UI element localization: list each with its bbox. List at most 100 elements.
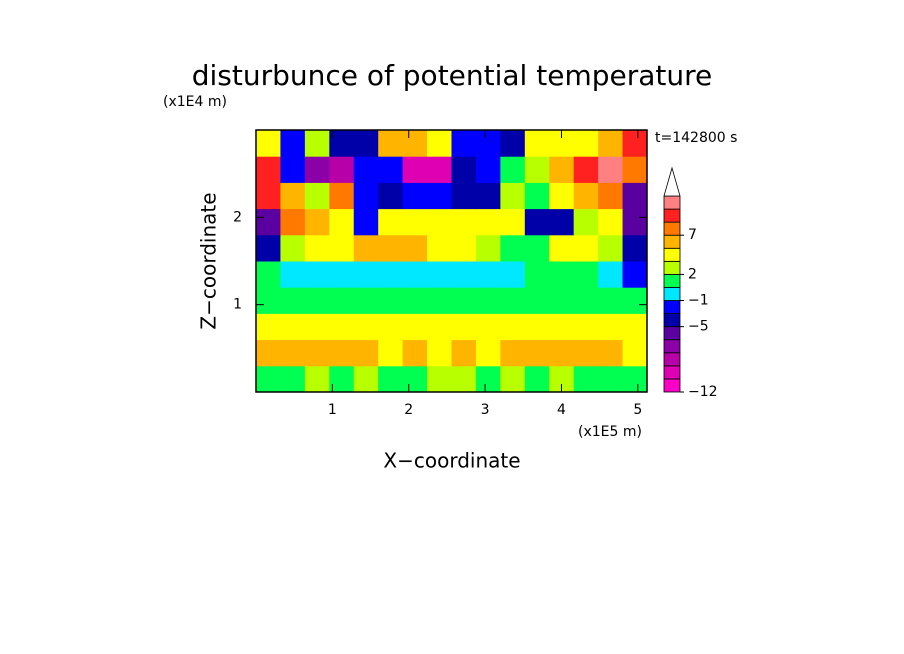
contour-cell bbox=[402, 339, 428, 367]
contour-cell bbox=[524, 156, 550, 183]
contour-cell bbox=[500, 182, 526, 210]
contour-cell bbox=[353, 261, 379, 288]
contour-cell bbox=[451, 156, 477, 183]
contour-cell bbox=[451, 365, 477, 393]
contour-cell bbox=[549, 234, 575, 262]
contour-cell bbox=[598, 287, 624, 314]
contour-cell bbox=[573, 365, 599, 393]
contour-cell bbox=[378, 365, 404, 393]
contour-cell bbox=[353, 365, 379, 393]
contour-cell bbox=[622, 208, 648, 236]
contour-cell bbox=[598, 313, 624, 341]
contour-cell bbox=[256, 339, 281, 367]
contour-cell bbox=[256, 156, 281, 183]
colorbar-box bbox=[663, 352, 681, 367]
chart-title: disturbunce of potential temperature bbox=[192, 59, 713, 92]
contour-cell bbox=[622, 156, 648, 183]
plot-frame bbox=[255, 129, 648, 393]
colorbar-label: 2 bbox=[688, 266, 697, 282]
colorbar-box bbox=[663, 300, 681, 314]
contour-cell bbox=[500, 130, 526, 157]
contour-cell bbox=[622, 130, 648, 157]
colorbar-box bbox=[663, 273, 681, 288]
x-axis-label: X−coordinate bbox=[383, 449, 520, 473]
contour-cell bbox=[353, 313, 379, 341]
contour-cell bbox=[280, 130, 306, 157]
colorbar-box bbox=[663, 234, 681, 249]
contour-cell bbox=[402, 182, 428, 210]
contour-cell bbox=[402, 313, 428, 341]
contour-cell bbox=[329, 287, 355, 314]
contour-cell bbox=[427, 339, 452, 367]
contour-cell bbox=[402, 208, 428, 236]
contour-cell bbox=[280, 339, 306, 367]
contour-cell bbox=[475, 182, 501, 210]
contour-cell bbox=[549, 261, 575, 288]
contour-cell bbox=[475, 287, 501, 314]
annotation: t=142800 s bbox=[655, 130, 737, 146]
contour-cell bbox=[329, 339, 355, 367]
contour-cell bbox=[524, 234, 550, 262]
contour-cell bbox=[451, 234, 477, 262]
contour-cell bbox=[402, 156, 428, 183]
contour-cell bbox=[573, 234, 599, 262]
contour-cell bbox=[451, 182, 477, 210]
x-tick-label: 4 bbox=[557, 402, 566, 418]
contour-cell bbox=[500, 156, 526, 183]
contour-cell bbox=[378, 156, 404, 183]
contour-cell bbox=[524, 339, 550, 367]
contour-cell bbox=[524, 313, 550, 341]
colorbar-box bbox=[663, 208, 681, 223]
contour-cell bbox=[256, 182, 281, 210]
contour-cell bbox=[256, 261, 281, 288]
contour-cell bbox=[304, 234, 330, 262]
contour-cell bbox=[573, 182, 599, 210]
contour-cell bbox=[622, 339, 648, 367]
contour-cell bbox=[622, 313, 648, 341]
contour-cell bbox=[451, 287, 477, 314]
contour-cell bbox=[353, 182, 379, 210]
colorbar-label: −1 bbox=[688, 293, 709, 309]
contour-cell bbox=[500, 313, 526, 341]
contour-cell bbox=[280, 208, 306, 236]
contour-cell bbox=[475, 156, 501, 183]
contour-cell bbox=[549, 182, 575, 210]
contour-cell bbox=[475, 208, 501, 236]
contour-cell bbox=[573, 339, 599, 367]
contour-cell bbox=[353, 234, 379, 262]
colorbar-box bbox=[663, 378, 681, 393]
contour-cell bbox=[500, 287, 526, 314]
colorbar-extend bbox=[663, 166, 681, 197]
colorbar-label: 7 bbox=[688, 227, 697, 243]
contour-cell bbox=[622, 365, 648, 393]
colorbar-label: −5 bbox=[688, 319, 709, 335]
contour-cell bbox=[427, 182, 452, 210]
contour-cell bbox=[304, 130, 330, 157]
contour-cell bbox=[598, 130, 624, 157]
contour-cell bbox=[329, 313, 355, 341]
contour-cell bbox=[256, 234, 281, 262]
colorbar-box bbox=[663, 221, 681, 236]
contour-cell bbox=[451, 130, 477, 157]
contour-cell bbox=[304, 339, 330, 367]
contour-cell bbox=[256, 130, 281, 157]
contour-cell bbox=[451, 261, 477, 288]
contour-cell bbox=[378, 261, 404, 288]
contour-cell bbox=[256, 365, 281, 393]
contour-cell bbox=[475, 339, 501, 367]
contour-cell bbox=[402, 261, 428, 288]
contour-cell bbox=[329, 156, 355, 183]
contour-cell bbox=[598, 182, 624, 210]
contour-cell bbox=[427, 287, 452, 314]
contour-cell bbox=[353, 287, 379, 314]
contour-cell bbox=[622, 182, 648, 210]
y-unit: (x1E4 m) bbox=[163, 94, 227, 110]
contour-cell bbox=[378, 182, 404, 210]
contour-cell bbox=[475, 261, 501, 288]
contour-cell bbox=[329, 365, 355, 393]
colorbar-box bbox=[663, 247, 681, 262]
contour-cell bbox=[329, 208, 355, 236]
contour-cell bbox=[524, 261, 550, 288]
contour-cell bbox=[598, 234, 624, 262]
contour-cell bbox=[549, 313, 575, 341]
